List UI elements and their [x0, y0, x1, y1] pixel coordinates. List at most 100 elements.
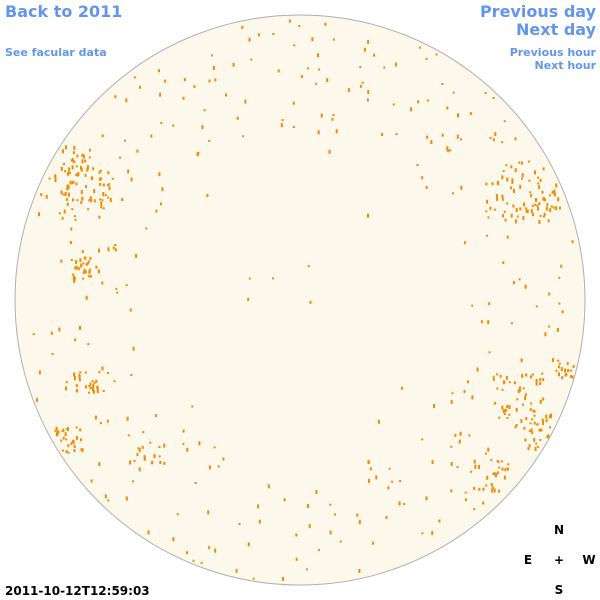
back-link[interactable]: Back to 2011: [5, 2, 122, 21]
facula: [524, 284, 527, 289]
facula: [493, 401, 496, 404]
facula: [537, 446, 540, 448]
facula: [531, 373, 534, 376]
facula: [95, 265, 98, 269]
facula: [67, 185, 70, 190]
facula: [358, 569, 361, 573]
facula: [566, 362, 569, 366]
facula: [561, 310, 564, 314]
facula: [107, 499, 110, 502]
facula: [125, 98, 128, 103]
facula: [114, 248, 117, 252]
facula: [532, 409, 535, 413]
facula: [519, 386, 521, 390]
facula: [62, 436, 65, 440]
facula: [571, 240, 574, 244]
facula: [503, 120, 506, 123]
facula: [54, 178, 57, 183]
facula: [555, 369, 558, 372]
facula: [89, 274, 92, 278]
facula: [488, 351, 491, 354]
facula: [450, 462, 453, 467]
facula: [213, 446, 216, 449]
facula: [367, 39, 370, 44]
facula: [531, 204, 534, 207]
facula: [529, 191, 532, 194]
facula: [478, 465, 481, 469]
facula: [513, 381, 516, 385]
facula: [74, 338, 77, 342]
facula: [186, 551, 188, 555]
facula: [533, 437, 536, 442]
facula: [447, 149, 450, 153]
facular-link[interactable]: See facular data: [5, 46, 107, 59]
facula: [510, 322, 513, 325]
facula: [80, 201, 83, 204]
facula: [375, 475, 378, 480]
facula: [129, 460, 132, 465]
facula: [478, 487, 481, 491]
facula: [549, 208, 552, 213]
facula: [208, 465, 211, 470]
facula: [543, 197, 545, 200]
facula: [87, 343, 90, 346]
facula: [466, 380, 469, 384]
facula: [524, 207, 527, 210]
facula: [88, 199, 91, 202]
facula: [538, 202, 541, 206]
facula: [283, 498, 286, 502]
previous-hour-link[interactable]: Previous hour: [510, 46, 597, 59]
facula: [496, 459, 499, 462]
facula: [66, 428, 68, 431]
facula: [560, 367, 563, 372]
facula: [492, 97, 495, 99]
next-day-link[interactable]: Next day: [516, 20, 597, 39]
facula: [535, 198, 537, 202]
facula: [523, 426, 526, 430]
facula: [198, 441, 201, 446]
facula: [520, 419, 523, 424]
facula: [129, 308, 132, 312]
next-hour-link[interactable]: Next hour: [535, 59, 597, 72]
facula: [541, 190, 544, 194]
facula: [506, 235, 509, 239]
facula: [328, 149, 331, 154]
facula: [431, 531, 434, 536]
facula: [306, 568, 308, 571]
facula: [502, 409, 505, 414]
facula: [107, 247, 110, 252]
facula: [63, 209, 66, 214]
facula: [138, 448, 141, 453]
facula: [547, 219, 550, 223]
facula: [498, 489, 501, 493]
facula: [60, 166, 63, 171]
facula: [558, 372, 560, 377]
facula: [60, 259, 63, 263]
facula: [501, 405, 504, 410]
facula: [501, 460, 503, 463]
facula: [158, 172, 161, 177]
facula: [88, 156, 91, 159]
facula: [395, 133, 398, 136]
facula: [193, 85, 196, 89]
facula: [515, 208, 518, 212]
facula: [67, 444, 70, 448]
facula: [89, 387, 92, 390]
facula: [561, 376, 564, 380]
previous-day-link[interactable]: Previous day: [480, 2, 597, 21]
facula: [519, 389, 522, 392]
facula: [430, 140, 433, 144]
facula: [74, 218, 77, 221]
facula: [522, 403, 524, 406]
facula: [83, 256, 86, 260]
facula: [100, 422, 102, 425]
facula: [531, 431, 534, 435]
facula: [492, 377, 495, 381]
facula: [158, 446, 161, 448]
facula: [498, 416, 501, 419]
facula: [426, 99, 429, 102]
facula: [70, 441, 73, 445]
facula: [201, 125, 204, 130]
facula: [61, 449, 64, 452]
facula: [464, 491, 467, 494]
